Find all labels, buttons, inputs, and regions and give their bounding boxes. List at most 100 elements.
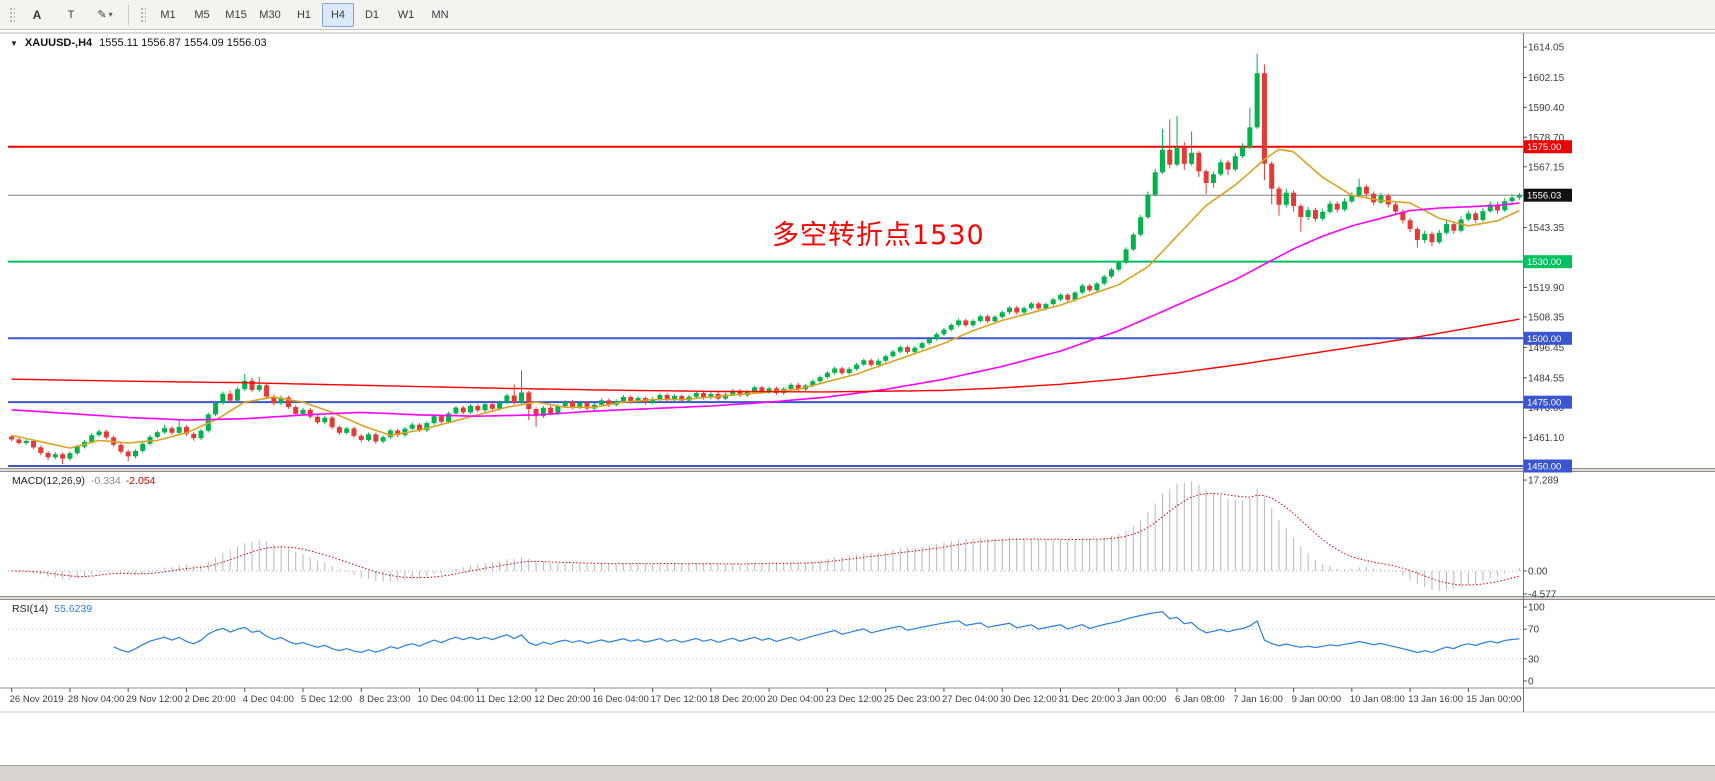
candle-body bbox=[1312, 210, 1318, 219]
svg-text:1475.00: 1475.00 bbox=[1527, 398, 1561, 409]
candle-body bbox=[1145, 194, 1151, 218]
candle-body bbox=[846, 368, 852, 374]
candle-body bbox=[52, 454, 58, 458]
candle-body bbox=[446, 413, 452, 422]
indicator-scales[interactable]: 17.289 0.00 -4.577 100 70 30 0 bbox=[1523, 476, 1559, 688]
candle-body bbox=[759, 387, 765, 392]
svg-text:1556.03: 1556.03 bbox=[1527, 191, 1561, 202]
candle-body bbox=[1429, 233, 1435, 243]
candle-body bbox=[1298, 205, 1304, 217]
candle-body bbox=[985, 316, 991, 322]
candle-body bbox=[315, 416, 321, 423]
price-scale[interactable]: 1614.05 1602.15 1590.40 1578.70 1567.15 1543.… bbox=[1523, 43, 1572, 473]
candle-body bbox=[1378, 195, 1384, 203]
candle-body bbox=[1371, 193, 1377, 203]
candle-body bbox=[278, 397, 284, 404]
candle-body bbox=[417, 424, 423, 431]
candle-body bbox=[1043, 304, 1049, 309]
price-label-1475.00 bbox=[1524, 395, 1572, 409]
svg-text:25 Dec 23:00: 25 Dec 23:00 bbox=[884, 694, 941, 705]
svg-text:1602.15: 1602.15 bbox=[1528, 73, 1565, 84]
panel-borders bbox=[0, 32, 1715, 713]
svg-text:1500.00: 1500.00 bbox=[1527, 334, 1561, 345]
candle-body bbox=[948, 325, 954, 330]
svg-text:2 Dec 20:00: 2 Dec 20:00 bbox=[184, 694, 235, 705]
candle-body bbox=[438, 416, 444, 422]
svg-text:3 Jan 00:00: 3 Jan 00:00 bbox=[1117, 694, 1167, 705]
svg-text:28 Nov 04:00: 28 Nov 04:00 bbox=[68, 694, 125, 705]
svg-text:1496.45: 1496.45 bbox=[1528, 343, 1565, 354]
toolbar-grip-icon[interactable] bbox=[9, 5, 15, 24]
shapes-tool-button[interactable]: ✎ ▾ bbox=[89, 3, 121, 27]
svg-text:27 Dec 04:00: 27 Dec 04:00 bbox=[942, 694, 999, 705]
candle-body bbox=[256, 385, 262, 390]
candle-body bbox=[577, 402, 583, 408]
candle-body bbox=[832, 368, 838, 373]
tf-button-d1[interactable]: D1 bbox=[364, 8, 380, 21]
svg-text:10 Dec 04:00: 10 Dec 04:00 bbox=[418, 694, 475, 705]
candle-body bbox=[977, 316, 983, 321]
candle-body bbox=[176, 426, 182, 433]
toolbar: A T ✎ ▾ M1 M5 M15 M30 H1 H4 D1 W1 MN bbox=[0, 0, 1715, 30]
rsi-panel[interactable] bbox=[8, 611, 1523, 660]
svg-text:1484.55: 1484.55 bbox=[1528, 373, 1565, 384]
candle-body bbox=[628, 397, 634, 402]
tf-button-m1[interactable]: M1 bbox=[160, 8, 176, 21]
tf-button-m15[interactable]: M15 bbox=[225, 8, 247, 21]
candle-body bbox=[227, 393, 233, 401]
svg-text:0: 0 bbox=[1528, 677, 1534, 688]
candle-body bbox=[504, 395, 510, 403]
candle-body bbox=[300, 409, 306, 414]
candle-body bbox=[1509, 197, 1515, 202]
candle-body bbox=[533, 409, 539, 417]
candle-body bbox=[1014, 307, 1020, 313]
candle-body bbox=[766, 388, 772, 392]
candle-body bbox=[30, 440, 36, 448]
candle-body bbox=[839, 368, 845, 374]
svg-text:13 Jan 16:00: 13 Jan 16:00 bbox=[1408, 694, 1463, 705]
candle-body bbox=[1079, 285, 1085, 293]
candle-body bbox=[162, 428, 168, 433]
candle-body bbox=[1502, 201, 1508, 211]
candle-body bbox=[154, 432, 160, 437]
tf-button-mn[interactable]: MN bbox=[431, 8, 449, 21]
candle-body bbox=[9, 436, 15, 440]
candle-body bbox=[1320, 211, 1326, 219]
tf-button-m30[interactable]: M30 bbox=[259, 8, 281, 21]
chevron-down-icon: ▾ bbox=[108, 10, 113, 19]
chart-menu-icon[interactable]: ▼ bbox=[10, 38, 18, 48]
candle-body bbox=[183, 426, 189, 434]
candle-body bbox=[1007, 307, 1013, 313]
candle-body bbox=[1101, 276, 1107, 284]
tf-button-h1[interactable]: H1 bbox=[296, 8, 312, 21]
svg-text:1461.10: 1461.10 bbox=[1528, 433, 1565, 444]
tf-button-h4[interactable]: H4 bbox=[322, 2, 354, 27]
svg-text:1614.05: 1614.05 bbox=[1528, 43, 1565, 54]
candle-body bbox=[897, 347, 903, 352]
toolbar-grip-icon[interactable] bbox=[140, 5, 146, 24]
candle-body bbox=[387, 430, 393, 438]
time-scale[interactable]: 26 Nov 2019 28 Nov 04:00 29 Nov 12:00 2 Dec… bbox=[10, 688, 1522, 705]
candle-body bbox=[1167, 149, 1173, 165]
candle-body bbox=[606, 400, 612, 405]
candle-body bbox=[1181, 148, 1187, 164]
candle-body bbox=[1130, 234, 1136, 250]
price-label-1450.00 bbox=[1524, 459, 1572, 473]
svg-text:1567.15: 1567.15 bbox=[1528, 162, 1565, 173]
tf-button-m5[interactable]: M5 bbox=[194, 8, 210, 21]
text-tool-button[interactable]: A bbox=[21, 3, 53, 27]
candle-body bbox=[861, 360, 867, 365]
timeframe-group: M1 M5 M15 M30 H1 H4 D1 W1 MN bbox=[151, 2, 457, 27]
candle-body bbox=[344, 428, 350, 433]
candle-body bbox=[1225, 162, 1231, 170]
candle-body bbox=[1240, 147, 1246, 157]
candle-body bbox=[1393, 204, 1399, 212]
candle-body bbox=[1108, 269, 1114, 277]
tf-button-w1[interactable]: W1 bbox=[397, 8, 415, 21]
candle-body bbox=[1196, 152, 1202, 172]
candle-body bbox=[854, 364, 860, 369]
candle-body bbox=[1050, 299, 1056, 305]
candle-body bbox=[650, 399, 656, 403]
text-label-tool-button[interactable]: T bbox=[55, 3, 87, 27]
